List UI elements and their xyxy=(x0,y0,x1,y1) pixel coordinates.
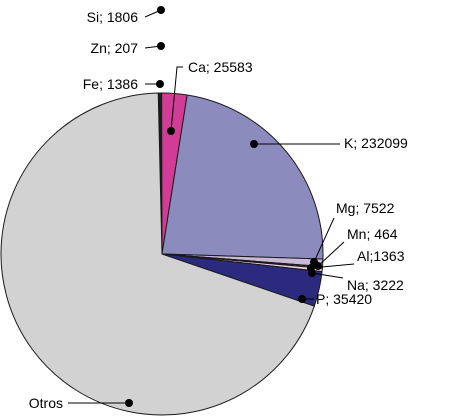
data-label-otros: Otros xyxy=(29,395,63,411)
data-label-group-na: Na; 3222 xyxy=(308,269,404,293)
pie-slice-otros xyxy=(0,92,315,416)
leader-line-na xyxy=(311,272,344,279)
data-label-mn: Mn; 464 xyxy=(347,226,398,242)
data-label-group-k: K; 232099 xyxy=(250,135,408,151)
data-label-group-otros: Otros xyxy=(29,395,133,411)
data-label-mg: Mg; 7522 xyxy=(336,200,395,216)
leader-dot-fe xyxy=(156,80,164,88)
data-label-group-al: Al;1363 xyxy=(307,248,405,272)
leader-line-mn xyxy=(317,241,345,267)
leader-dot-si xyxy=(157,6,165,14)
data-label-na: Na; 3222 xyxy=(347,277,404,293)
leader-dot-k xyxy=(250,140,258,148)
data-label-k: K; 232099 xyxy=(344,135,408,151)
leader-dot-mn xyxy=(314,262,322,270)
leader-line-al xyxy=(310,263,355,269)
leader-dot-na xyxy=(308,269,316,277)
pie-slice-k xyxy=(161,94,324,260)
leader-dot-ca xyxy=(167,127,175,135)
data-label-group-p: P; 35420 xyxy=(298,291,372,307)
data-label-si: Si; 1806 xyxy=(87,9,139,25)
leader-dot-zn xyxy=(157,42,165,50)
data-label-fe: Fe; 1386 xyxy=(83,76,138,92)
leader-line-mg xyxy=(313,217,335,263)
data-label-group-fe: Fe; 1386 xyxy=(83,76,164,92)
data-label-zn: Zn; 207 xyxy=(91,40,139,56)
leader-line-ca xyxy=(170,66,183,132)
leader-dot-p xyxy=(298,295,306,303)
data-label-al: Al;1363 xyxy=(357,248,405,264)
data-label-group-mn: Mn; 464 xyxy=(314,226,398,270)
data-label-group-mg: Mg; 7522 xyxy=(310,200,395,266)
data-label-group-ca: Ca; 25583 xyxy=(167,59,253,135)
data-label-p: P; 35420 xyxy=(316,291,372,307)
data-label-group-zn: Zn; 207 xyxy=(91,40,165,56)
data-label-group-si: Si; 1806 xyxy=(87,6,165,25)
leader-dot-otros xyxy=(125,399,133,407)
data-label-ca: Ca; 25583 xyxy=(188,59,253,75)
